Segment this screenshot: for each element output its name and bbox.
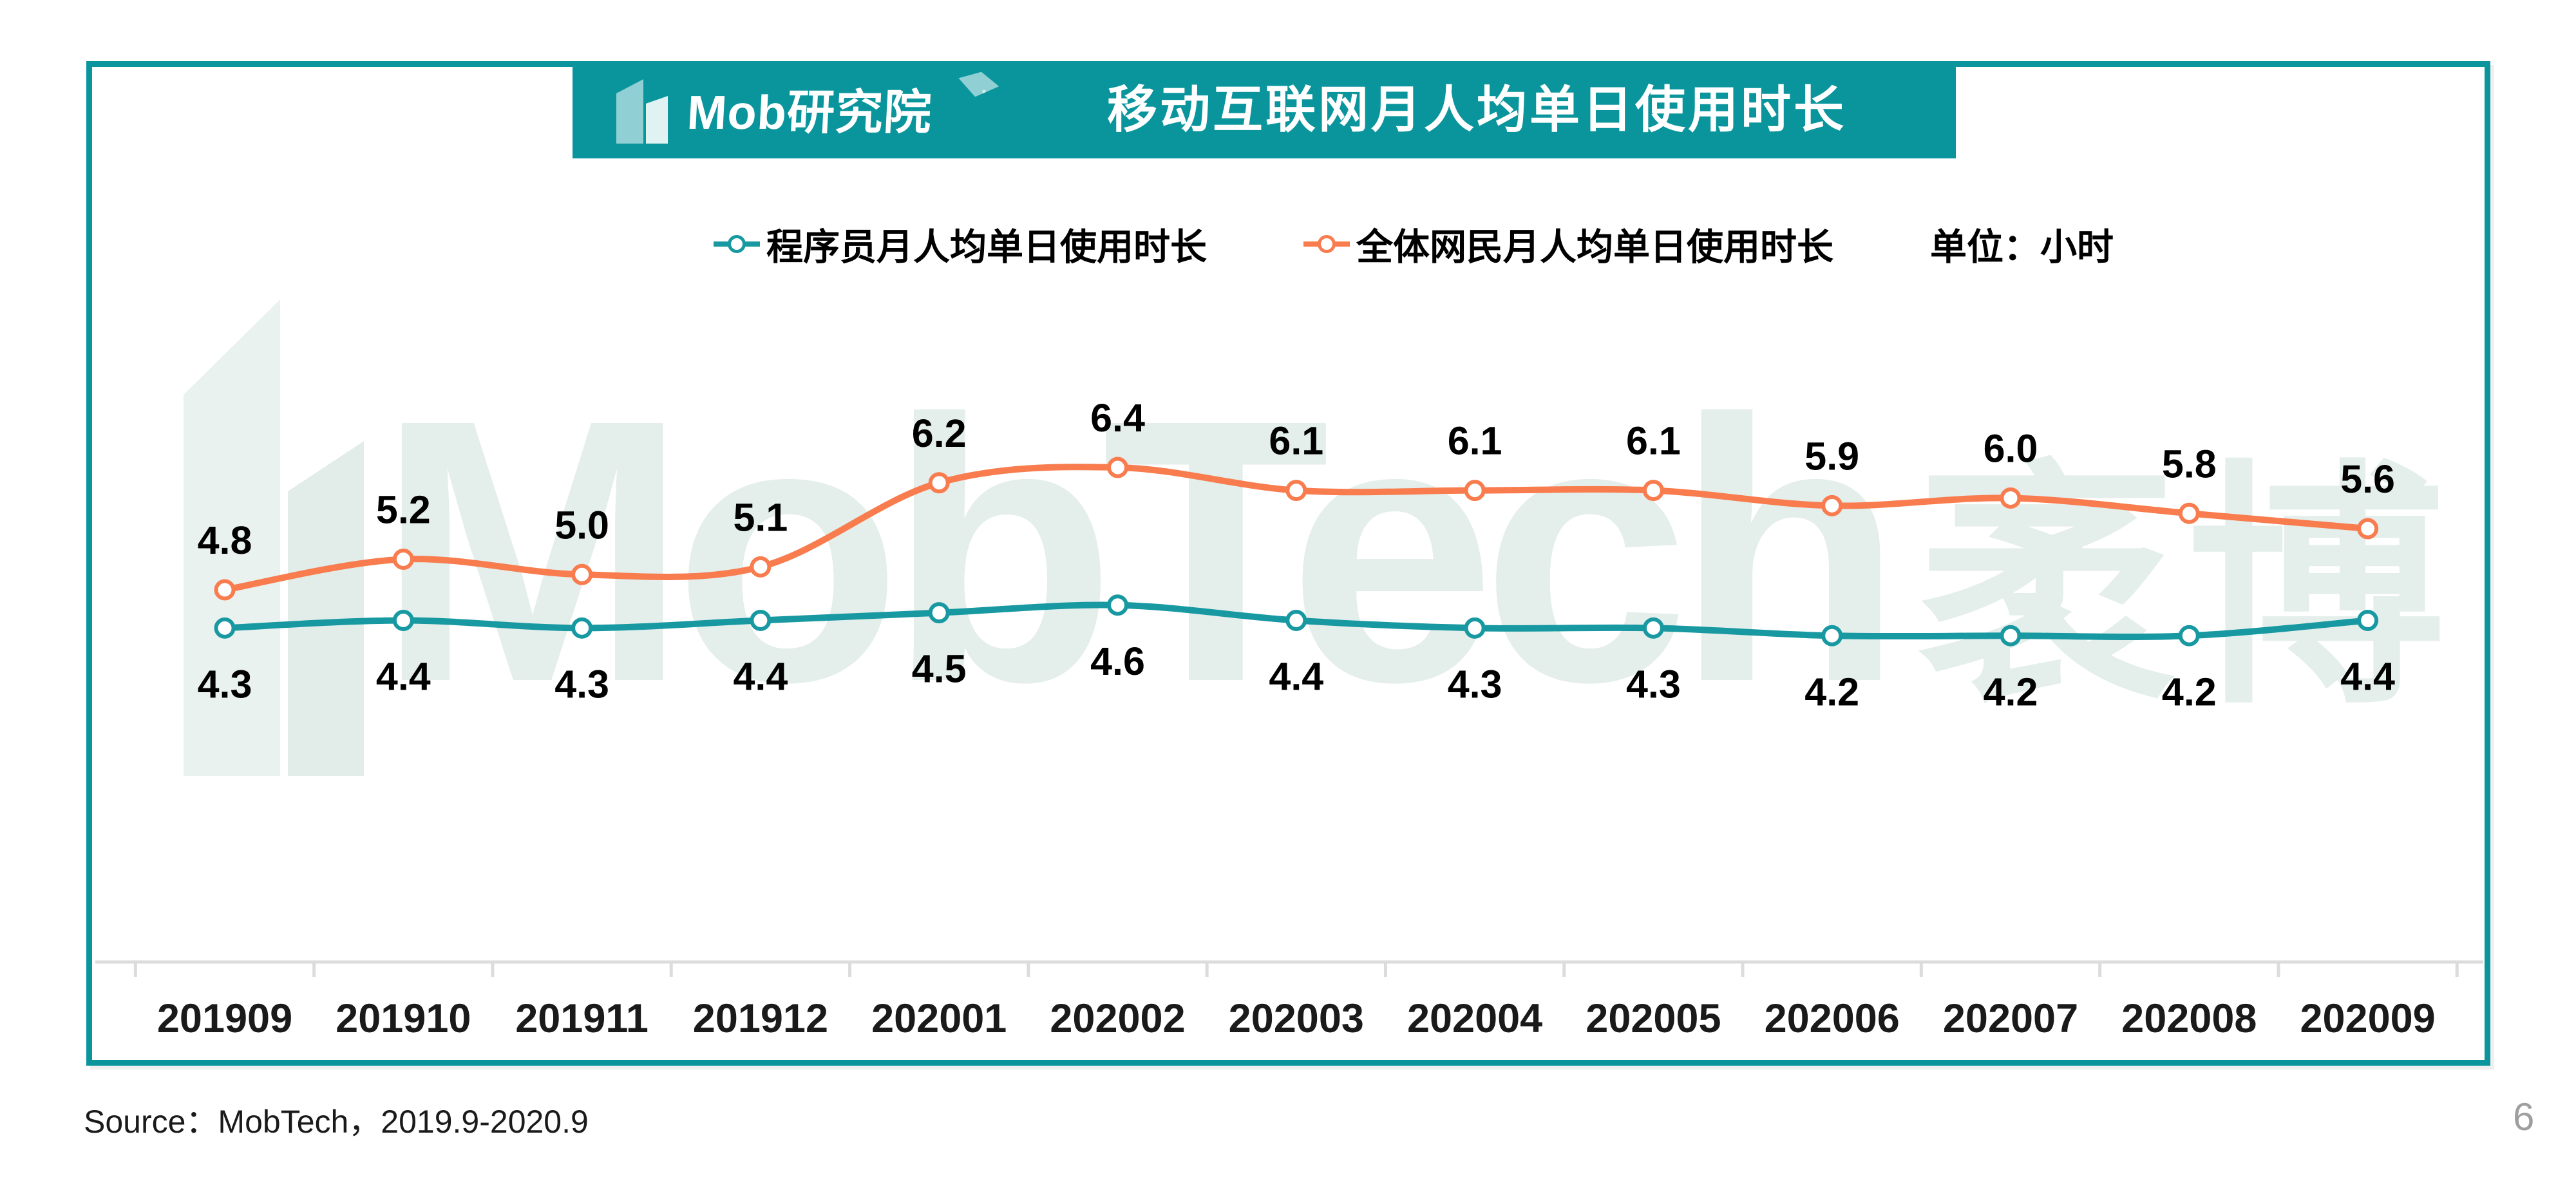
line-marker-icon	[1303, 233, 1350, 255]
mob-research-logo: Mob研究院	[616, 75, 932, 146]
legend-item-programmers: 程序员月人均单日使用时长	[714, 218, 1207, 270]
legend-label: 全体网民月人均单日使用时长	[1356, 227, 1833, 268]
page-number: 6	[2513, 1095, 2535, 1138]
source-note: Source：MobTech，2019.9-2020.9	[84, 1104, 589, 1140]
legend-label: 程序员月人均单日使用时长	[766, 227, 1207, 268]
graduation-cap-icon	[955, 67, 1001, 102]
legend-item-all-netizens: 全体网民月人均单日使用时长	[1303, 218, 1833, 270]
line-marker-icon	[714, 233, 760, 255]
title-banner: Mob研究院 移动互联网月人均单日使用时长	[573, 61, 1956, 158]
chart-card	[86, 61, 2490, 1066]
unit-label: 单位：小时	[1930, 227, 2114, 268]
legend: 程序员月人均单日使用时长 全体网民月人均单日使用时长 单位：小时	[714, 218, 2114, 270]
logo-text: Mob研究院	[685, 86, 934, 139]
chart-title: 移动互联网月人均单日使用时长	[1107, 81, 1847, 138]
building-icon	[616, 79, 678, 146]
